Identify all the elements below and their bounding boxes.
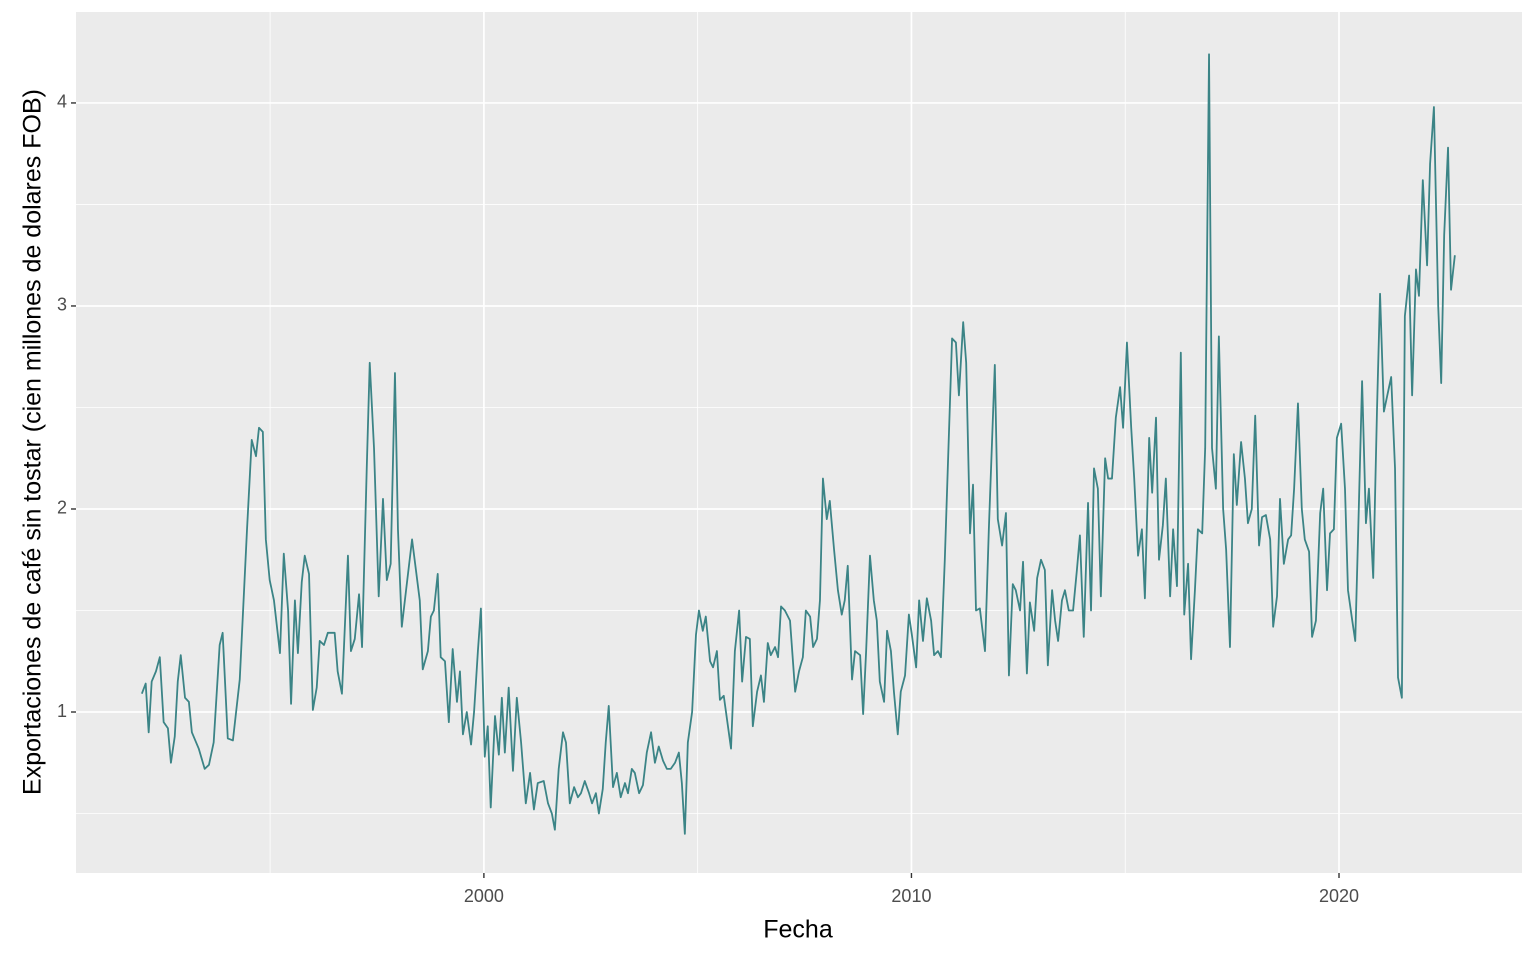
x-axis-title: Fecha (763, 916, 833, 944)
x-tick-label: 2000 (464, 886, 504, 906)
panel (76, 12, 1522, 873)
x-tick-label: 2020 (1319, 886, 1359, 906)
y-tick-label: 4 (57, 92, 67, 112)
y-axis-title: Exportaciones de café sin tostar (cien m… (19, 89, 47, 795)
x-tick-label: 2010 (891, 886, 931, 906)
y-tick-label: 3 (57, 295, 67, 315)
line (140, 53, 1456, 835)
y-tick-label: 1 (57, 701, 67, 721)
y-tick-label: 2 (57, 498, 67, 518)
